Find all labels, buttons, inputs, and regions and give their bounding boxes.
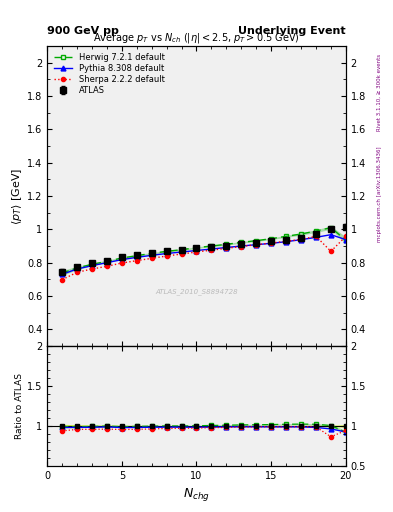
Pythia 8.308 default [149,252,154,259]
Sherpa 2.2.2 default [314,233,318,240]
Herwig 7.2.1 default [284,233,288,240]
Sherpa 2.2.2 default [269,240,274,246]
Herwig 7.2.1 default [164,248,169,254]
Herwig 7.2.1 default [60,270,64,276]
Pythia 8.308 default [224,244,229,250]
Y-axis label: Ratio to ATLAS: Ratio to ATLAS [15,373,24,439]
Herwig 7.2.1 default [134,252,139,259]
Sherpa 2.2.2 default [149,255,154,262]
Line: Sherpa 2.2.2 default: Sherpa 2.2.2 default [60,234,348,282]
Herwig 7.2.1 default [299,231,303,237]
Sherpa 2.2.2 default [284,238,288,244]
Pythia 8.308 default [254,242,259,248]
Sherpa 2.2.2 default [329,248,333,254]
Sherpa 2.2.2 default [343,233,348,240]
Sherpa 2.2.2 default [75,269,79,275]
Sherpa 2.2.2 default [90,266,94,272]
Herwig 7.2.1 default [119,255,124,261]
Pythia 8.308 default [209,246,214,252]
Herwig 7.2.1 default [239,239,244,245]
Herwig 7.2.1 default [75,265,79,271]
Sherpa 2.2.2 default [194,249,199,255]
Herwig 7.2.1 default [343,237,348,243]
Pythia 8.308 default [105,260,109,266]
Sherpa 2.2.2 default [60,276,64,283]
Pythia 8.308 default [164,250,169,257]
Line: Herwig 7.2.1 default: Herwig 7.2.1 default [60,225,348,275]
Text: mcplots.cern.ch [arXiv:1306.3436]: mcplots.cern.ch [arXiv:1306.3436] [377,147,382,242]
Pythia 8.308 default [134,254,139,261]
Sherpa 2.2.2 default [134,258,139,264]
Title: Average $p_T$ vs $N_{ch}$ ($|\eta| < 2.5$, $p_T > 0.5$ GeV): Average $p_T$ vs $N_{ch}$ ($|\eta| < 2.5… [93,31,300,45]
Herwig 7.2.1 default [254,238,259,244]
Pythia 8.308 default [269,240,274,246]
Herwig 7.2.1 default [149,250,154,257]
Herwig 7.2.1 default [105,258,109,264]
Line: Pythia 8.308 default: Pythia 8.308 default [60,232,348,277]
Herwig 7.2.1 default [179,247,184,253]
Herwig 7.2.1 default [314,228,318,234]
Herwig 7.2.1 default [90,261,94,267]
Herwig 7.2.1 default [269,236,274,242]
Text: ATLAS_2010_S8894728: ATLAS_2010_S8894728 [155,289,238,295]
Text: Rivet 3.1.10, ≥ 300k events: Rivet 3.1.10, ≥ 300k events [377,54,382,131]
Sherpa 2.2.2 default [254,242,259,248]
Y-axis label: $\langle p_T \rangle$ [GeV]: $\langle p_T \rangle$ [GeV] [10,167,24,225]
Text: Underlying Event: Underlying Event [238,26,346,36]
Pythia 8.308 default [343,237,348,243]
Pythia 8.308 default [239,243,244,249]
Herwig 7.2.1 default [224,241,229,247]
Sherpa 2.2.2 default [164,253,169,259]
Pythia 8.308 default [329,231,333,238]
X-axis label: $N_{chg}$: $N_{chg}$ [183,486,210,503]
Sherpa 2.2.2 default [119,260,124,266]
Pythia 8.308 default [75,266,79,272]
Pythia 8.308 default [60,271,64,278]
Legend: Herwig 7.2.1 default, Pythia 8.308 default, Sherpa 2.2.2 default, ATLAS: Herwig 7.2.1 default, Pythia 8.308 defau… [51,50,167,97]
Herwig 7.2.1 default [194,245,199,251]
Sherpa 2.2.2 default [209,247,214,253]
Pythia 8.308 default [179,249,184,255]
Sherpa 2.2.2 default [179,251,184,257]
Pythia 8.308 default [284,239,288,245]
Pythia 8.308 default [299,237,303,243]
Sherpa 2.2.2 default [224,245,229,251]
Herwig 7.2.1 default [329,225,333,231]
Pythia 8.308 default [314,234,318,241]
Herwig 7.2.1 default [209,243,214,249]
Sherpa 2.2.2 default [105,263,109,269]
Pythia 8.308 default [194,247,199,253]
Text: 900 GeV pp: 900 GeV pp [47,26,119,36]
Pythia 8.308 default [90,263,94,269]
Sherpa 2.2.2 default [299,236,303,242]
Pythia 8.308 default [119,257,124,263]
Sherpa 2.2.2 default [239,243,244,249]
